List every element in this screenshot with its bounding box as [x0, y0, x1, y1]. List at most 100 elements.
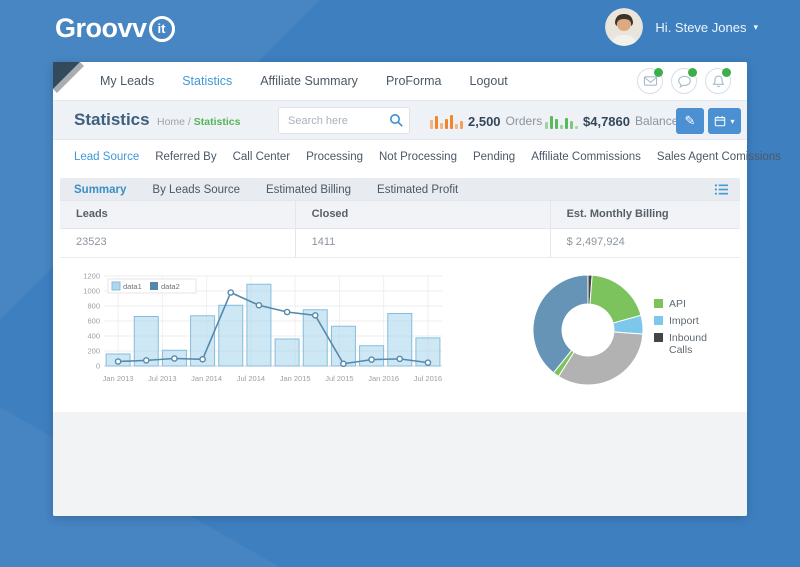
search-icon[interactable] — [389, 113, 404, 128]
nav-bar: My Leads Statistics Affiliate Summary Pr… — [53, 62, 747, 100]
tab-pending[interactable]: Pending — [472, 151, 516, 163]
nav-item-my-leads[interactable]: My Leads — [100, 74, 155, 88]
edit-button[interactable]: ✎ — [676, 108, 704, 134]
breadcrumb-home[interactable]: Home / — [157, 116, 191, 128]
line-point — [199, 355, 206, 363]
table-header: Leads Closed Est. Monthly Billing — [60, 200, 740, 229]
breadcrumb: Home / Statistics — [157, 116, 240, 128]
tab-processing[interactable]: Processing — [306, 151, 363, 163]
calendar-button[interactable]: ▾ — [708, 108, 741, 134]
orders-bars-icon — [430, 114, 463, 129]
legend-item: Inbound Calls — [654, 332, 724, 356]
svg-text:1200: 1200 — [84, 272, 100, 281]
bar — [218, 304, 244, 367]
balance-bars-icon — [545, 114, 578, 129]
subtab-estimated-billing[interactable]: Estimated Billing — [266, 184, 352, 196]
tab-call-center[interactable]: Call Center — [232, 151, 291, 163]
tabs-bar: Lead Source Referred By Call Center Proc… — [53, 140, 781, 174]
subtab-estimated-profit[interactable]: Estimated Profit — [377, 184, 459, 196]
balance-stat: $4,7860 Balance — [545, 101, 678, 141]
bar — [246, 283, 272, 367]
nav-item-proforma[interactable]: ProForma — [385, 74, 442, 88]
subtab-summary[interactable]: Summary — [74, 184, 127, 196]
user-caret-icon: ▾ — [753, 21, 758, 32]
legend-swatch-inbound-calls — [654, 333, 663, 342]
logo[interactable]: Groovv it — [55, 13, 175, 44]
line-point — [255, 301, 263, 309]
tab-sales-agent-comissions[interactable]: Sales Agent Comissions — [656, 151, 781, 163]
donut-slice — [532, 274, 589, 374]
svg-text:Jul 2013: Jul 2013 — [148, 374, 176, 383]
tab-referred-by[interactable]: Referred By — [155, 151, 217, 163]
line-point — [340, 360, 347, 368]
line-point — [171, 355, 178, 362]
svg-text:Jan 2016: Jan 2016 — [368, 374, 399, 383]
page-title: Statistics — [74, 110, 150, 129]
mail-button[interactable] — [637, 68, 663, 94]
balance-label: Balance — [635, 114, 679, 128]
bell-icon — [712, 74, 724, 87]
search-input[interactable] — [278, 107, 410, 134]
notification-dot — [688, 68, 697, 77]
user-menu[interactable]: Hi. Steve Jones ▾ — [605, 8, 758, 46]
notification-dot — [654, 68, 663, 77]
nav-item-logout[interactable]: Logout — [469, 74, 508, 88]
bar-line-chart: Jan 2013 Jul 2013 Jan 2014 Jul 2014 Jan 2015… — [84, 272, 442, 384]
donut-legend: API Import Inbound Calls — [654, 298, 724, 361]
logo-text: Groovv — [55, 13, 147, 43]
chat-icon — [677, 75, 691, 88]
bar — [274, 338, 300, 367]
calendar-icon — [715, 116, 726, 127]
svg-text:400: 400 — [87, 332, 100, 341]
bell-button[interactable] — [705, 68, 731, 94]
orders-value: 2,500 — [468, 113, 501, 129]
subtabs-bar: Summary By Leads Source Estimated Billin… — [60, 178, 740, 202]
legend-label: Import — [669, 315, 699, 327]
svg-text:0: 0 — [96, 362, 100, 371]
tab-not-processing[interactable]: Not Processing — [379, 151, 457, 163]
tab-affiliate-commissions[interactable]: Affiliate Commissions — [531, 151, 641, 163]
cell-est-monthly-billing: $ 2,497,924 — [549, 229, 740, 257]
notification-dot — [722, 68, 731, 77]
chat-button[interactable] — [671, 68, 697, 94]
table-row[interactable]: 23523 1411 $ 2,497,924 — [60, 229, 740, 258]
svg-text:1000: 1000 — [84, 287, 100, 296]
svg-text:200: 200 — [87, 347, 100, 356]
nav-item-statistics[interactable]: Statistics — [182, 74, 233, 88]
corner-fold — [53, 62, 84, 93]
orders-stat: 2,500 Orders — [430, 101, 542, 141]
page-header: Statistics Home / Statistics 2,500 Order… — [53, 100, 747, 140]
svg-text:data1: data1 — [123, 282, 142, 291]
breadcrumb-current: Statistics — [193, 116, 241, 128]
line-point — [114, 358, 122, 365]
legend-swatch-api — [654, 299, 663, 308]
mail-icon — [643, 76, 657, 86]
user-greeting: Hi. Steve Jones — [655, 19, 747, 35]
legend-label: Inbound Calls — [669, 332, 707, 356]
svg-text:data2: data2 — [161, 282, 180, 291]
line-point — [396, 355, 404, 363]
svg-text:Jan 2013: Jan 2013 — [103, 374, 134, 383]
bar — [387, 313, 413, 367]
search-box — [278, 107, 410, 134]
legend-swatch-import — [654, 316, 663, 325]
line-point — [311, 312, 319, 319]
tab-lead-source[interactable]: Lead Source — [74, 151, 140, 163]
donut-slice — [557, 331, 644, 386]
svg-text:800: 800 — [87, 302, 100, 311]
svg-text:Jan 2014: Jan 2014 — [191, 374, 222, 383]
panel-bottom — [53, 412, 747, 516]
bar — [359, 345, 385, 367]
subtab-by-leads-source[interactable]: By Leads Source — [152, 184, 241, 196]
line-point — [283, 308, 291, 316]
pencil-icon: ✎ — [684, 113, 696, 128]
legend-item: Import — [654, 315, 724, 327]
cell-closed: 1411 — [294, 229, 550, 257]
list-view-icon[interactable] — [714, 183, 729, 196]
avatar — [605, 8, 644, 46]
bar — [302, 309, 328, 367]
orders-label: Orders — [505, 114, 543, 128]
line-point — [424, 359, 432, 366]
line-point — [368, 356, 375, 363]
nav-item-affiliate-summary[interactable]: Affiliate Summary — [260, 74, 358, 88]
